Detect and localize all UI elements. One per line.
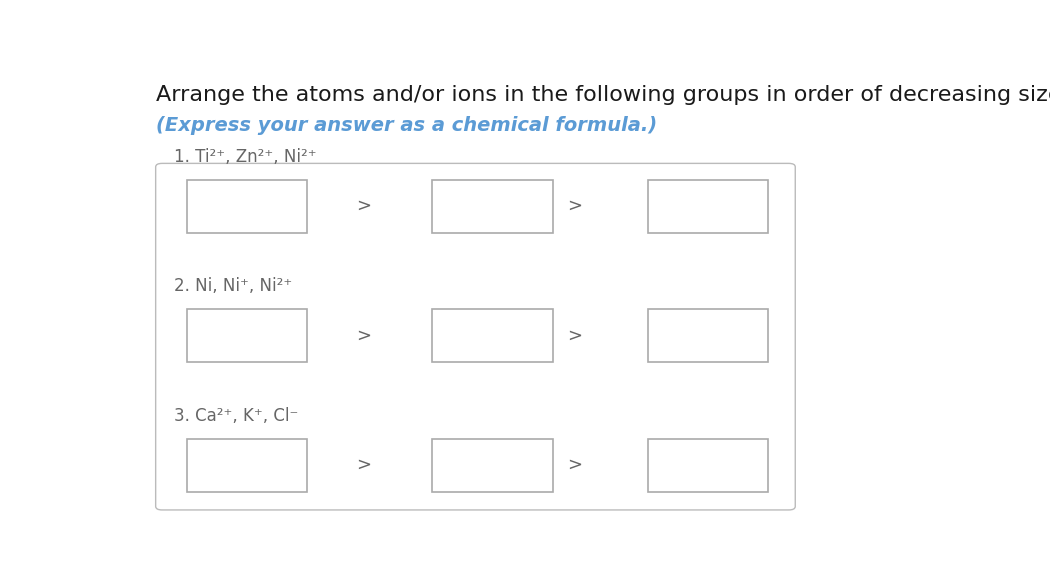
Text: 1. Ti²⁺, Zn²⁺, Ni²⁺: 1. Ti²⁺, Zn²⁺, Ni²⁺ <box>174 148 317 166</box>
Bar <box>648 439 769 492</box>
Text: >: > <box>356 327 371 345</box>
Bar <box>187 180 307 233</box>
Text: (Express your answer as a chemical formula.): (Express your answer as a chemical formu… <box>155 117 657 136</box>
Text: >: > <box>356 197 371 215</box>
FancyBboxPatch shape <box>155 164 795 510</box>
Text: >: > <box>356 456 371 474</box>
Bar <box>433 180 552 233</box>
Text: >: > <box>567 327 583 345</box>
Bar <box>187 439 307 492</box>
Bar <box>187 309 307 362</box>
Bar <box>648 180 769 233</box>
Text: >: > <box>567 456 583 474</box>
Bar <box>433 439 552 492</box>
Bar <box>648 309 769 362</box>
Text: >: > <box>567 197 583 215</box>
Text: 2. Ni, Ni⁺, Ni²⁺: 2. Ni, Ni⁺, Ni²⁺ <box>174 277 293 295</box>
Text: 3. Ca²⁺, K⁺, Cl⁻: 3. Ca²⁺, K⁺, Cl⁻ <box>174 407 298 425</box>
Bar <box>433 309 552 362</box>
Text: Arrange the atoms and/or ions in the following groups in order of decreasing siz: Arrange the atoms and/or ions in the fol… <box>155 85 1050 105</box>
